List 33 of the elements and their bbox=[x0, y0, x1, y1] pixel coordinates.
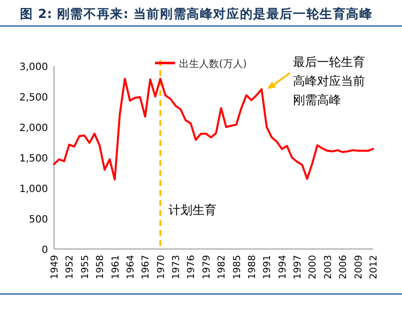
x-tick-label: 2003 bbox=[322, 255, 334, 280]
annotation: 最后一轮生育高峰对应当前刚需高峰 bbox=[293, 55, 365, 107]
x-tick-label: 1988 bbox=[246, 255, 258, 280]
x-tick-label: 1964 bbox=[125, 255, 136, 280]
legend-label: 出生人数(万人) bbox=[179, 58, 247, 70]
x-tick-label: 1976 bbox=[186, 255, 198, 280]
x-tick-label: 2006 bbox=[338, 255, 350, 280]
y-tick-label: 2,500 bbox=[19, 92, 48, 104]
x-tick-label: 1997 bbox=[292, 255, 304, 280]
x-tick-label: 1991 bbox=[262, 255, 274, 280]
chart-title: 图 2: 刚需不再来: 当前刚需高峰对应的是最后一轮生育高峰 bbox=[20, 6, 374, 21]
x-tick-label: 2009 bbox=[353, 255, 364, 280]
x-tick-label: 1961 bbox=[110, 255, 122, 280]
y-tick-label: 0 bbox=[42, 245, 48, 256]
x-tick-label: 1949 bbox=[50, 255, 60, 280]
y-tick-label: 1,000 bbox=[19, 184, 48, 195]
x-tick-label: 1958 bbox=[95, 255, 106, 280]
x-tick-label: 1955 bbox=[80, 255, 91, 280]
y-tick-label: 3,000 bbox=[19, 62, 48, 73]
x-tick-label: 2000 bbox=[308, 255, 319, 280]
y-tick-label: 500 bbox=[28, 214, 48, 226]
x-tick-label: 1967 bbox=[140, 255, 152, 280]
x-tick-label: 1973 bbox=[171, 255, 182, 280]
x-tick-label: 1994 bbox=[277, 255, 288, 280]
x-tick-label: 2012 bbox=[368, 255, 380, 280]
x-tick-label: 1979 bbox=[201, 255, 212, 280]
x-tick-label: 1970 bbox=[156, 255, 167, 280]
y-tick-label: 2,000 bbox=[19, 123, 48, 134]
x-tick-label: 1985 bbox=[232, 255, 243, 280]
x-tick-label: 1952 bbox=[64, 255, 76, 280]
ref-line-label: 计划生育 bbox=[168, 203, 216, 217]
x-tick-label: 1982 bbox=[216, 255, 228, 280]
y-tick-label: 1,500 bbox=[19, 154, 48, 164]
